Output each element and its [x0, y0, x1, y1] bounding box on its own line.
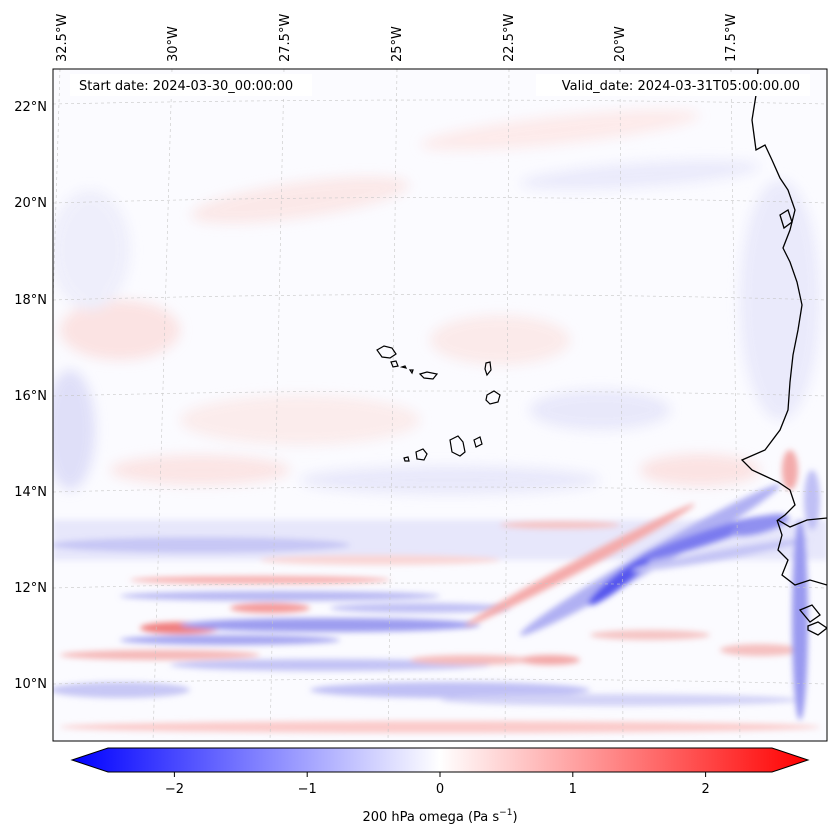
- latitude-labels: 22°N 20°N 18°N 16°N 14°N 12°N 10°N: [14, 100, 47, 692]
- colorbar-tick-label: 1: [569, 782, 577, 797]
- lon-label: 22.5°W: [502, 14, 517, 62]
- lon-label: 20°W: [613, 26, 628, 62]
- map-header: Start date: 2024-03-30_00:00:00 Valid_da…: [70, 74, 810, 96]
- lat-label: 10°N: [14, 677, 47, 692]
- lat-label: 16°N: [14, 389, 47, 404]
- lat-label: 14°N: [14, 485, 47, 500]
- colorbar-label: 200 hPa omega (Pa s−1): [362, 808, 517, 825]
- map-gridlines: [53, 69, 827, 741]
- colorbar: −2 −1 0 1 2 200 hPa omega (Pa s−1): [70, 747, 810, 825]
- lon-label: 25°W: [390, 26, 405, 62]
- lon-label: 32.5°W: [55, 14, 70, 62]
- lon-label: 30°W: [166, 26, 181, 62]
- cape-verde-islands: [376, 345, 501, 462]
- valid-date-label: Valid_date: 2024-03-31T05:00:00.00: [562, 79, 800, 94]
- lat-label: 22°N: [14, 100, 47, 115]
- colorbar-tick-label: −1: [298, 782, 317, 797]
- longitude-labels: 32.5°W 30°W 27.5°W 25°W 22.5°W 20°W 17.5…: [55, 14, 739, 62]
- colorbar-ticks: −2 −1 0 1 2: [165, 772, 710, 797]
- start-date-label: Start date: 2024-03-30_00:00:00: [79, 79, 293, 94]
- lat-label: 12°N: [14, 581, 47, 596]
- map-area: Start date: 2024-03-30_00:00:00 Valid_da…: [52, 68, 828, 742]
- lon-label: 27.5°W: [278, 14, 293, 62]
- coastline: [740, 69, 827, 636]
- colorbar-tick-label: 2: [701, 782, 709, 797]
- colorbar-tick-label: 0: [436, 782, 444, 797]
- omega-field: [53, 109, 827, 733]
- lat-label: 18°N: [14, 293, 47, 308]
- map-frame: [52, 68, 828, 742]
- colorbar-body: [70, 747, 810, 773]
- lon-label: 17.5°W: [724, 14, 739, 62]
- lat-label: 20°N: [14, 196, 47, 211]
- colorbar-tick-label: −2: [165, 782, 184, 797]
